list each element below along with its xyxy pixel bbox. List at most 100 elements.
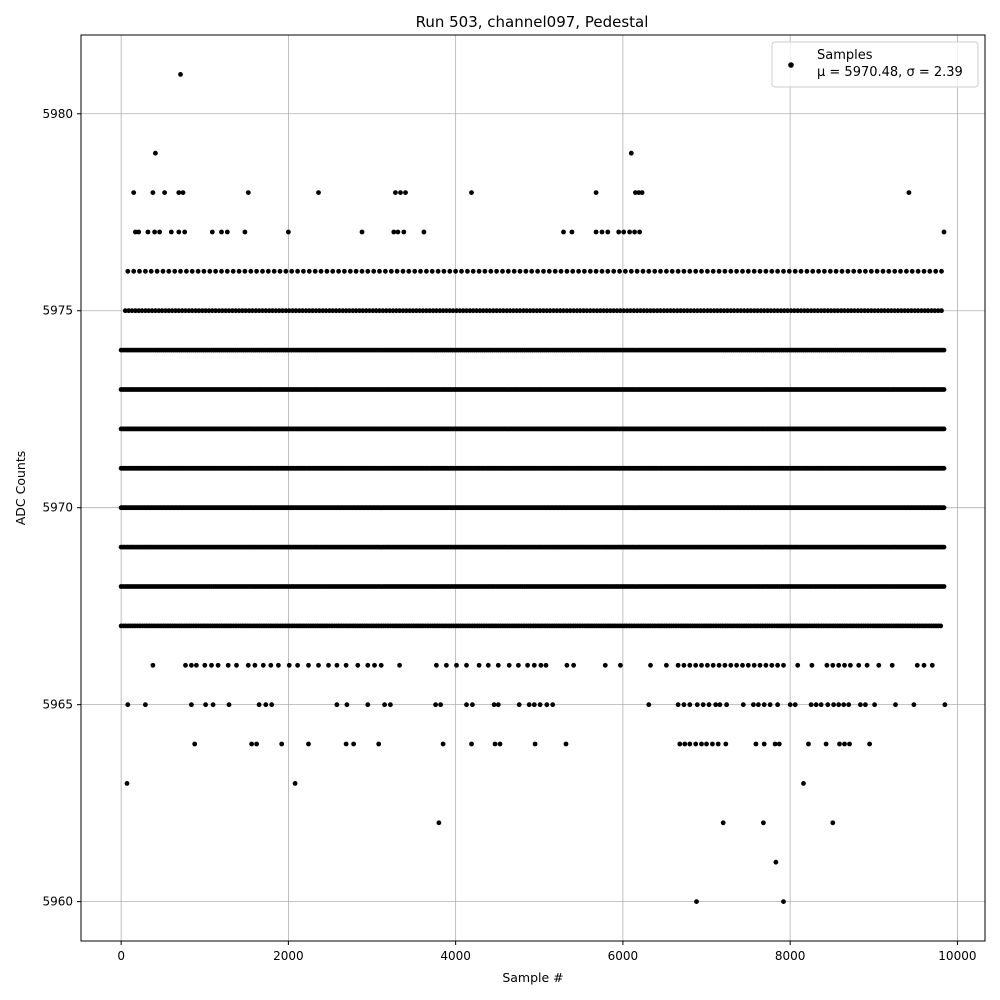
data-point [624,308,630,314]
data-point [792,268,798,274]
data-point [126,308,132,314]
data-point [734,268,739,274]
data-point [671,308,677,314]
data-point [745,662,751,668]
data-point [633,190,638,196]
data-point [864,662,870,668]
data-point [781,899,786,904]
data-point [225,662,231,668]
data-point [941,505,947,511]
data-point [740,702,746,708]
data-point [380,308,386,314]
data-point [571,662,576,668]
data-point [529,268,535,274]
data-point [459,268,464,274]
data-point [941,347,947,353]
data-point [440,741,446,747]
data-point [710,741,715,747]
data-point [495,702,501,708]
data-point [802,308,807,314]
data-point [684,308,690,314]
data-point [569,229,575,235]
data-point [611,308,617,314]
data-point [775,268,780,274]
data-point [634,308,640,314]
data-point [593,190,599,196]
data-point [675,268,681,274]
data-point [230,308,235,314]
y-tick-label: 5965 [42,698,73,712]
data-point [143,308,148,314]
data-point [256,702,262,708]
data-point [206,308,212,314]
data-point [179,308,185,314]
data-point [687,662,693,668]
data-point [889,662,895,668]
data-point [457,308,463,314]
data-point [176,229,182,235]
data-point [631,308,637,314]
data-point [470,702,475,708]
data-point [906,190,912,196]
data-point [388,268,394,274]
data-point [681,308,687,314]
data-point [342,268,347,274]
data-point [706,702,712,708]
data-point [290,308,295,314]
data-point [343,662,349,668]
data-point [558,268,564,274]
data-point [367,308,372,314]
data-point [430,308,436,314]
data-point [157,229,163,235]
data-point [865,308,871,314]
data-point [306,662,311,668]
data-point [597,308,603,314]
data-point [250,308,255,314]
data-point [357,308,362,314]
data-point [798,308,804,314]
data-point [316,308,322,314]
data-point [532,741,538,747]
data-point [491,702,497,708]
data-point [189,702,194,708]
data-point [628,308,633,314]
data-point [391,229,397,235]
data-point [728,308,734,314]
data-point [868,308,874,314]
data-point [941,387,947,392]
data-point [628,268,634,274]
data-point [154,268,160,274]
data-point [941,584,947,589]
data-point [424,268,429,274]
data-point [765,308,770,314]
data-point [403,190,408,196]
data-point [383,308,389,314]
data-point [893,702,898,708]
data-point [878,308,884,314]
data-point [497,741,503,747]
data-point [818,308,824,314]
data-point [751,662,757,668]
data-point [318,268,324,274]
data-point [546,268,552,274]
data-point [875,308,881,314]
legend: Samples μ = 5970.48, σ = 2.39 [771,41,979,88]
data-point [687,268,693,274]
data-point [781,308,787,314]
data-point [359,268,365,274]
data-point [168,229,174,235]
data-point [382,702,387,708]
data-point [173,308,178,314]
data-point [490,308,496,314]
data-point [668,308,673,314]
data-point [862,308,867,314]
data-point [886,268,892,274]
data-point [531,308,536,314]
data-point [480,308,486,314]
data-point [740,268,745,274]
data-point [273,308,279,314]
data-point [145,229,151,235]
data-point [195,268,201,274]
data-point [330,308,336,314]
data-point [740,662,745,668]
